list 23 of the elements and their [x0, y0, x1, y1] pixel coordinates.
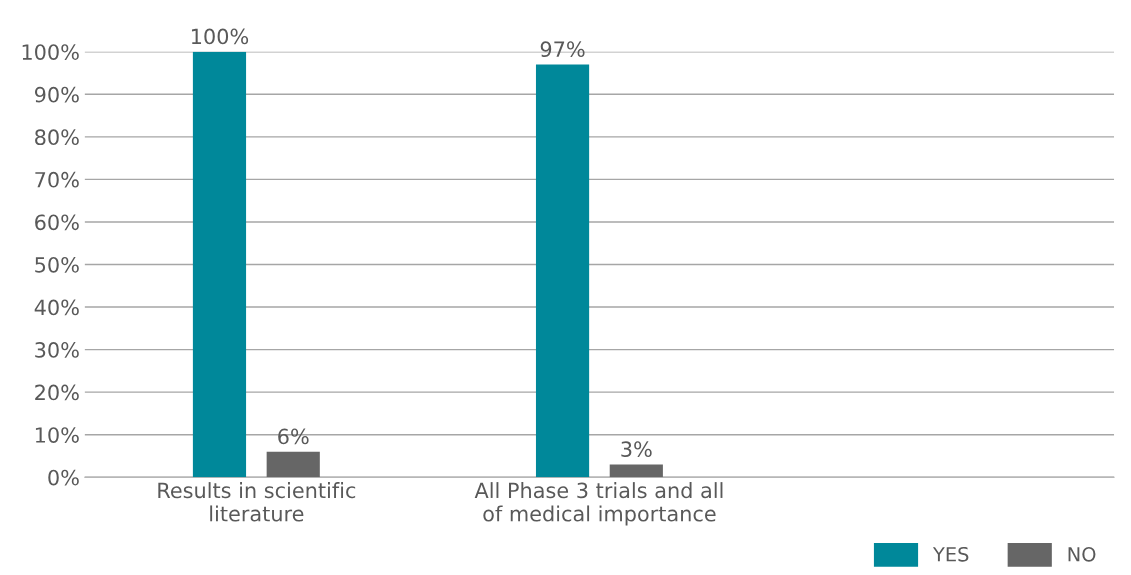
y-tick-label: 40%	[34, 299, 79, 316]
y-tick-label: 70%	[35, 171, 79, 188]
data-label: 3%	[621, 441, 652, 458]
x-tick-label: All Phase 3 trials and all of medical importance	[474, 482, 723, 526]
y-tick-label: 20%	[35, 384, 79, 401]
y-tick-label: 100%	[22, 44, 79, 60]
y-tick-label: 90%	[34, 86, 79, 103]
x-tick-label: Results in scientific literature	[158, 482, 356, 522]
bar	[266, 451, 320, 478]
bar	[609, 464, 663, 478]
bar	[192, 51, 247, 478]
y-tick-label: 10%	[35, 427, 79, 443]
bar	[535, 64, 590, 478]
data-label: 97%	[540, 41, 585, 58]
y-tick-label: 30%	[35, 342, 79, 358]
y-tick-label: 50%	[35, 256, 79, 273]
y-tick-label: 60%	[35, 214, 79, 231]
y-tick-label: 80%	[35, 129, 79, 146]
y-tick-label: 0%	[48, 469, 79, 486]
data-label: 100%	[191, 28, 249, 45]
data-label: 6%	[278, 428, 309, 445]
legend-label: NO	[1068, 546, 1096, 562]
legend-label: YES	[932, 546, 969, 562]
